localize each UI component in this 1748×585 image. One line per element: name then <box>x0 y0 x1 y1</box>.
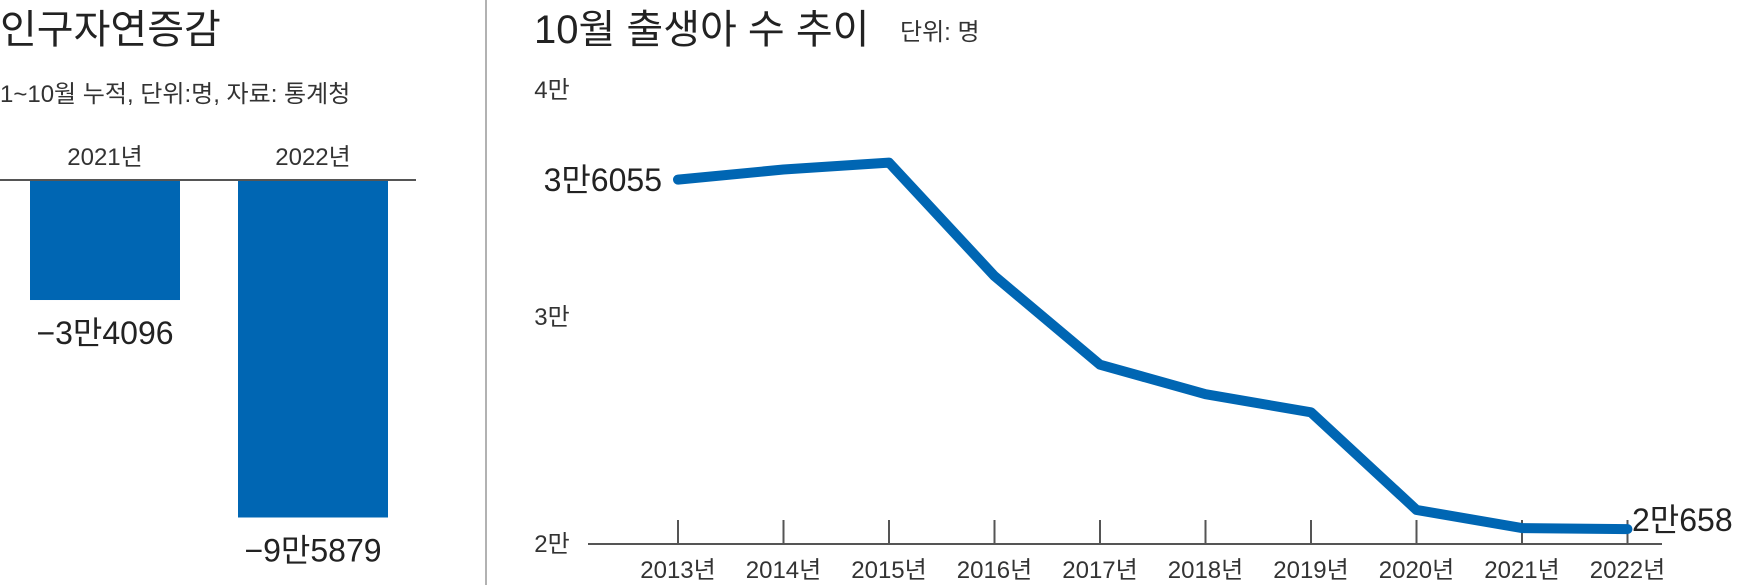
x-tick-label-9: 2022년 <box>1590 557 1665 584</box>
y-tick-label-2: 2만 <box>534 531 569 558</box>
start-value-label: 3만6055 <box>544 162 662 198</box>
bar-category-label-0: 2021년 <box>67 144 142 171</box>
line-point-5 <box>1202 391 1209 398</box>
birth-trend-line <box>673 157 1633 535</box>
y-axis-ticks: 4만 3만 2만 <box>534 77 569 558</box>
bar-0 <box>30 180 180 301</box>
x-tick-label-8: 2021년 <box>1484 557 1559 584</box>
end-value-label: 2만658 <box>1632 502 1733 538</box>
line-chart-title: 10월 출생아 수 추이 <box>534 8 869 52</box>
x-tick-label-1: 2014년 <box>746 557 821 584</box>
bar-value-label-1: −9만5879 <box>244 532 381 568</box>
bar-category-label-1: 2022년 <box>275 144 350 171</box>
x-axis-ticks: 2013년 2014년 2015년 2016년 2017년 2018년 2019년 2020년… <box>640 520 1665 584</box>
x-tick-label-6: 2019년 <box>1273 557 1348 584</box>
line-point-4 <box>1097 361 1103 368</box>
line-point-3 <box>991 273 998 280</box>
bar-value-label-0: −3만4096 <box>36 315 173 351</box>
x-tick-label-4: 2017년 <box>1062 557 1137 584</box>
bar-chart-subtitle: 1~10월 누적, 단위:명, 자료: 통계청 <box>0 81 350 108</box>
x-tick-label-2: 2015년 <box>851 557 926 584</box>
x-tick-label-3: 2016년 <box>957 557 1032 584</box>
line-point-8 <box>1519 525 1525 532</box>
bar-chart-title: 인구자연증감 <box>0 8 221 52</box>
line-chart-unit: 단위: 명 <box>900 19 980 46</box>
bar-1 <box>238 180 388 518</box>
line-point-1 <box>780 166 787 173</box>
line-point-9 <box>1624 526 1631 533</box>
line-point-7 <box>1413 506 1420 513</box>
line-point-2 <box>886 159 892 166</box>
x-tick-label-0: 2013년 <box>640 557 715 584</box>
bar-series: 2021년 −3만4096 2022년 −9만5879 <box>30 144 388 568</box>
line-point-6 <box>1308 409 1314 416</box>
y-tick-label-1: 3만 <box>534 304 569 331</box>
line-points <box>675 159 1631 533</box>
line-point-0 <box>675 176 681 183</box>
x-tick-label-5: 2018년 <box>1168 557 1243 584</box>
y-tick-label-0: 4만 <box>534 77 569 104</box>
x-tick-label-7: 2020년 <box>1379 557 1454 584</box>
